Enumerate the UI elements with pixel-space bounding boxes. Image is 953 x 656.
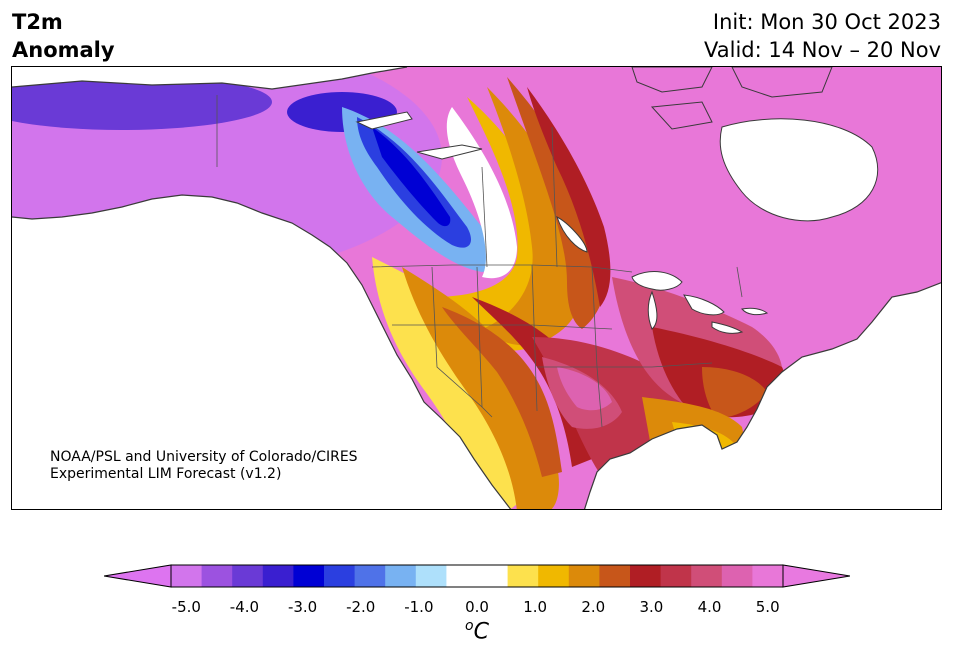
credit-line-1: NOAA/PSL and University of Colorado/CIRE… (50, 449, 358, 465)
lake-erie (711, 321, 744, 334)
coastlines (12, 67, 941, 509)
lake-ontario (741, 307, 769, 316)
colorbar-tick-label: -5.0 (171, 598, 201, 616)
field-label: Anomaly (12, 38, 115, 62)
map-credit: NOAA/PSL and University of Colorado/CIRE… (50, 449, 358, 483)
colorbar-swatch (477, 565, 509, 587)
colorbar-tick-label: 3.0 (639, 598, 664, 616)
colorbar-units: oC (465, 618, 489, 644)
map-canvas (12, 67, 941, 509)
colorbar-border (170, 564, 784, 588)
cold-tongue-core (372, 127, 451, 227)
units-label: C (473, 619, 489, 645)
colorbar-swatch (752, 565, 784, 587)
colorbar-swatch (293, 565, 325, 587)
units-degree: o (465, 618, 474, 634)
lake-huron (683, 294, 725, 316)
colorbar-swatch (599, 565, 631, 587)
continent-outline (12, 67, 941, 509)
great-slave-lake (416, 144, 483, 160)
lake-superior (631, 271, 683, 291)
colorbar (103, 564, 851, 592)
colorbar-swatch (354, 565, 386, 587)
great-bear-lake (355, 111, 413, 130)
credit-line-2: Experimental LIM Forecast (v1.2) (50, 466, 282, 482)
forecast-dates: Init: Mon 30 Oct 2023 Valid: 14 Nov – 20… (704, 8, 941, 64)
colorbar-tick-label: 2.0 (581, 598, 606, 616)
colorbar-tick-label: 4.0 (697, 598, 722, 616)
cold-core-north (12, 74, 272, 130)
map-title: T2m Anomaly (12, 8, 115, 64)
colorbar-tick-label: 1.0 (523, 598, 548, 616)
colorbar-swatch (446, 565, 478, 587)
political-boundaries (216, 95, 743, 428)
colorbar-swatch (630, 565, 662, 587)
colorbar-swatch (415, 565, 447, 587)
colorbar-swatch (507, 565, 539, 587)
colorbar-tick-label: -3.0 (287, 598, 318, 616)
init-date: Init: Mon 30 Oct 2023 (712, 10, 941, 34)
lake-winnipeg (556, 215, 588, 253)
colorbar-tick-label: 0.0 (465, 598, 489, 616)
water-bodies (355, 111, 879, 334)
hudson-bay (719, 118, 879, 222)
colorbar-swatch (385, 565, 417, 587)
colorbar-tick-label: -2.0 (346, 598, 376, 616)
colorbar-swatch (262, 565, 294, 587)
colorbar-swatch (171, 565, 203, 587)
colorbar-swatch (568, 565, 600, 587)
variable-label: T2m (12, 10, 63, 34)
colorbar-tick-label: -1.0 (404, 598, 434, 616)
colorbar-tick-label: 5.0 (755, 598, 780, 616)
colorbar-swatch (660, 565, 692, 587)
valid-range: Valid: 14 Nov – 20 Nov (704, 38, 941, 62)
arctic-islands (631, 67, 833, 130)
colorbar-tick-label: -4.0 (229, 598, 260, 616)
warm-core-prairies (527, 87, 611, 307)
colorbar-under-arrow (103, 564, 172, 588)
anomaly-map: NOAA/PSL and University of Colorado/CIRE… (11, 66, 942, 510)
colorbar-ticks: -5.0 -4.0 -3.0 -2.0 -1.0 0.0 1.0 2.0 3.0 4.0 5.0 (0, 598, 953, 618)
colorbar-swatch (324, 565, 356, 587)
colorbar-over-arrow (782, 564, 851, 588)
colorbar-swatch (691, 565, 723, 587)
colorbar-swatch (232, 565, 264, 587)
colorbar-swatch (721, 565, 753, 587)
lake-michigan (647, 290, 658, 330)
colorbar-swatches (103, 564, 851, 588)
colorbar-swatch (538, 565, 570, 587)
colorbar-swatch (201, 565, 233, 587)
